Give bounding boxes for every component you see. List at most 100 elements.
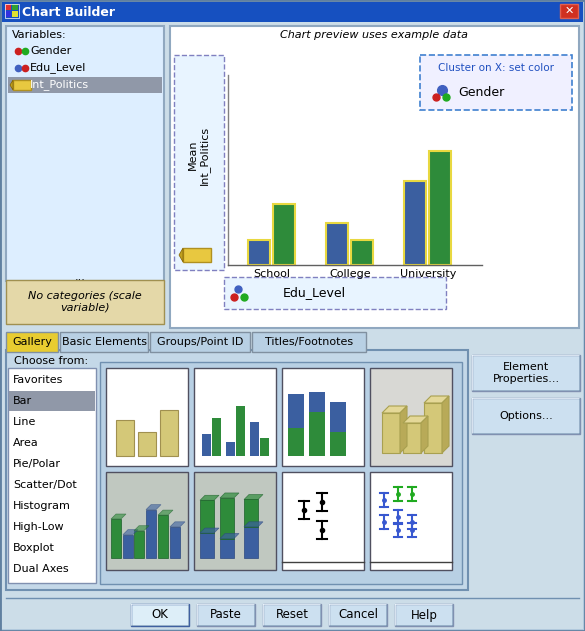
Bar [194, 472, 276, 570]
Text: College: College [329, 269, 371, 279]
Bar [351, 240, 373, 265]
Bar [273, 204, 295, 265]
Bar [382, 413, 400, 453]
Text: Element
Properties...: Element Properties... [493, 362, 560, 384]
Bar [220, 498, 234, 538]
Bar [200, 500, 214, 533]
Text: Pie/Polar: Pie/Polar [13, 459, 61, 469]
Bar [8, 60, 162, 76]
Bar [472, 355, 580, 356]
Text: Choose from:: Choose from: [14, 356, 88, 366]
Bar [12, 11, 18, 17]
Text: University: University [400, 269, 456, 279]
Text: ✕: ✕ [565, 6, 574, 16]
Text: No categories (scale
variable): No categories (scale variable) [28, 291, 142, 313]
Text: Mean
Int_Politics: Mean Int_Politics [188, 126, 210, 184]
Bar [263, 604, 321, 626]
Bar [197, 604, 198, 626]
Text: Histogram: Histogram [13, 501, 71, 511]
Bar [134, 531, 144, 558]
Bar [146, 510, 156, 558]
Bar [6, 26, 164, 281]
Bar [224, 277, 446, 309]
Text: Boxplot: Boxplot [13, 543, 55, 553]
Bar [472, 398, 580, 399]
Text: Edu_Level: Edu_Level [283, 286, 346, 300]
Bar [452, 604, 453, 626]
Bar [183, 248, 211, 262]
Polygon shape [134, 526, 149, 531]
Text: Cancel: Cancel [338, 608, 378, 622]
Bar [12, 4, 18, 10]
Bar [370, 368, 452, 466]
Bar [282, 368, 364, 466]
Bar [212, 418, 221, 456]
Bar [320, 604, 321, 626]
Bar [472, 433, 580, 434]
Bar [158, 515, 168, 558]
Bar [131, 625, 189, 626]
Bar [330, 401, 346, 432]
Bar [288, 428, 304, 456]
Bar [8, 43, 162, 59]
Bar [200, 533, 214, 558]
Polygon shape [424, 396, 449, 403]
Bar [6, 332, 58, 352]
Bar [131, 604, 132, 626]
Polygon shape [244, 522, 263, 527]
Text: Area: Area [13, 438, 39, 448]
Polygon shape [10, 80, 13, 90]
Text: OK: OK [152, 608, 168, 622]
Bar [6, 350, 468, 590]
Bar [131, 604, 189, 605]
Bar [131, 604, 189, 626]
Text: Paste: Paste [210, 608, 242, 622]
Bar [263, 604, 321, 605]
Bar [60, 332, 148, 352]
Text: Variables:: Variables: [12, 30, 67, 40]
Bar [288, 394, 304, 428]
Bar [579, 398, 580, 434]
Bar [424, 403, 442, 453]
Bar [395, 604, 453, 605]
Polygon shape [382, 406, 407, 413]
Bar [138, 432, 156, 456]
Bar [395, 604, 396, 626]
Text: Groups/Point ID: Groups/Point ID [157, 337, 243, 347]
Bar [202, 433, 211, 456]
Polygon shape [200, 528, 219, 533]
Bar [236, 406, 245, 456]
Polygon shape [442, 396, 449, 453]
Bar [252, 332, 366, 352]
Text: Dual Axes: Dual Axes [13, 564, 68, 574]
Bar [194, 368, 276, 466]
Polygon shape [400, 406, 407, 453]
Polygon shape [200, 495, 219, 500]
Text: Edu_Level: Edu_Level [30, 62, 87, 73]
Bar [386, 604, 387, 626]
Text: School: School [253, 269, 291, 279]
Polygon shape [220, 533, 239, 538]
Bar [250, 422, 259, 456]
Bar [263, 604, 264, 626]
Polygon shape [220, 493, 239, 498]
Bar [429, 151, 451, 265]
Bar [5, 4, 19, 18]
Bar [370, 472, 452, 570]
Bar [244, 527, 258, 558]
Text: Options...: Options... [499, 411, 553, 421]
Bar [2, 2, 583, 22]
Polygon shape [179, 248, 183, 262]
Bar [9, 391, 95, 411]
Bar [472, 398, 580, 434]
Text: ...: ... [74, 272, 85, 282]
Bar [13, 80, 31, 90]
Bar [160, 410, 178, 456]
Bar [472, 398, 473, 434]
Text: Gender: Gender [458, 86, 504, 100]
Text: Gender: Gender [30, 46, 71, 56]
Text: Cluster on X: set color: Cluster on X: set color [438, 63, 554, 73]
Bar [579, 355, 580, 391]
Bar [111, 519, 121, 558]
Bar [248, 240, 270, 265]
